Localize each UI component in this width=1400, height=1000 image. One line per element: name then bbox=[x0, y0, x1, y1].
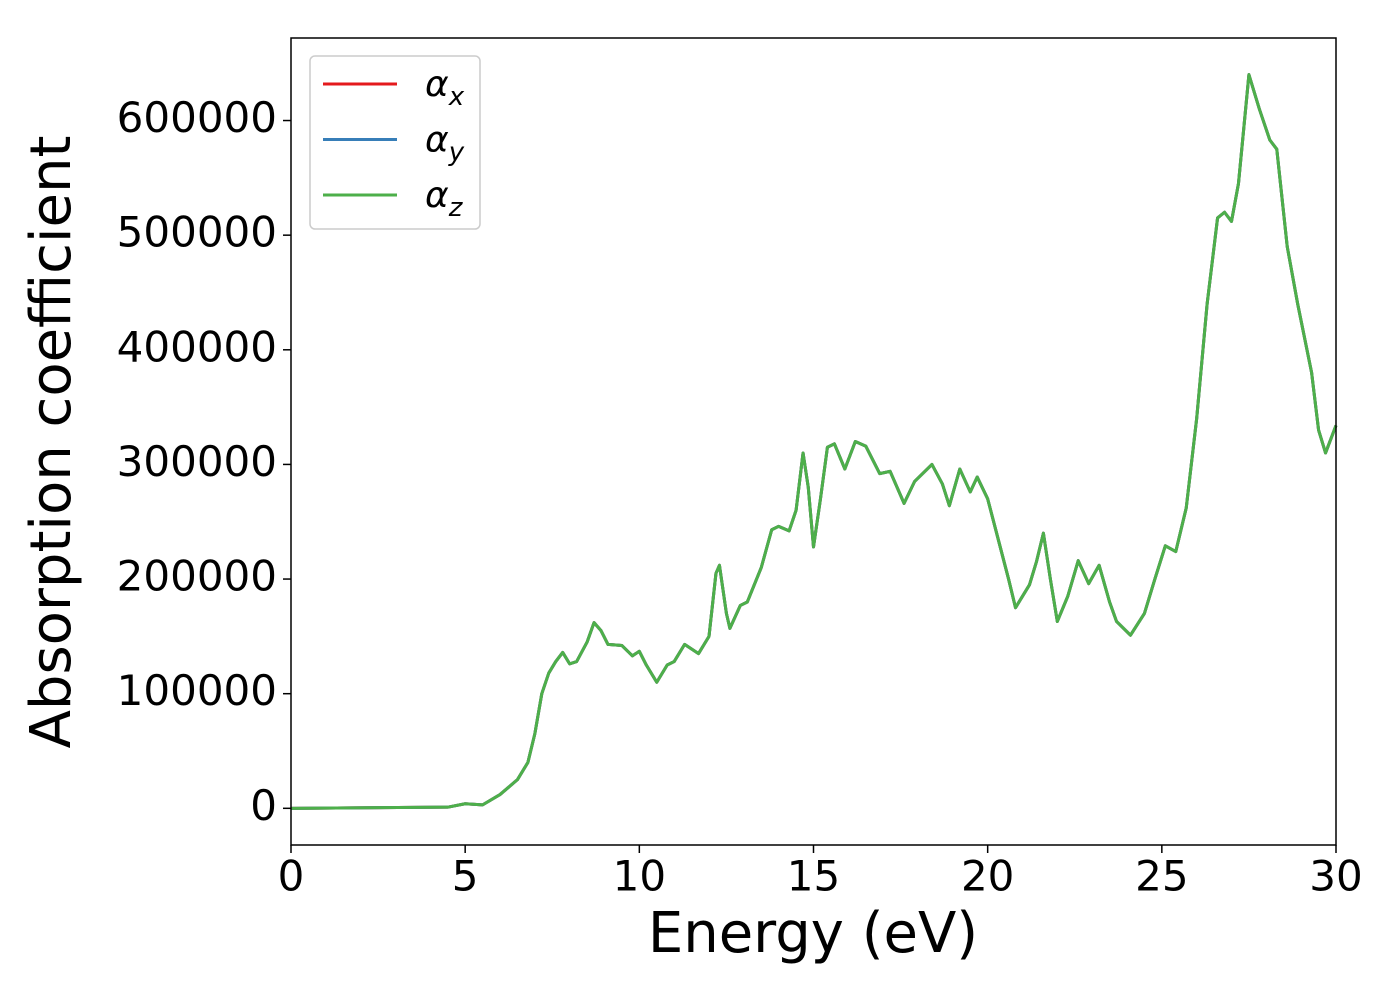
x-tick-label: 0 bbox=[278, 852, 305, 901]
data-line bbox=[290, 73, 1338, 810]
y-tick-label: 500000 bbox=[117, 208, 277, 257]
legend-label: αx bbox=[425, 64, 465, 112]
legend-label: αz bbox=[425, 175, 464, 223]
y-tick-label: 200000 bbox=[117, 552, 277, 601]
y-tick-label: 600000 bbox=[117, 93, 277, 142]
x-tick-label: 25 bbox=[1135, 852, 1188, 901]
y-axis-label: Absorption coefficient bbox=[19, 136, 84, 749]
legend-box bbox=[309, 55, 481, 230]
plot-frame bbox=[290, 37, 1337, 846]
y-tick-label: 400000 bbox=[117, 322, 277, 371]
x-tick-label: 20 bbox=[961, 852, 1014, 901]
x-tick-label: 30 bbox=[1309, 852, 1362, 901]
x-axis-label: Energy (eV) bbox=[648, 901, 978, 966]
y-tick-label: 0 bbox=[250, 781, 277, 830]
x-tick-label: 10 bbox=[613, 852, 666, 901]
y-tick-label: 100000 bbox=[117, 666, 277, 715]
x-tick-label: 15 bbox=[787, 852, 840, 901]
y-tick-label: 300000 bbox=[117, 437, 277, 486]
legend-label: αy bbox=[425, 120, 465, 168]
x-tick-label: 5 bbox=[452, 852, 479, 901]
legend: αx αy αz bbox=[309, 55, 481, 230]
